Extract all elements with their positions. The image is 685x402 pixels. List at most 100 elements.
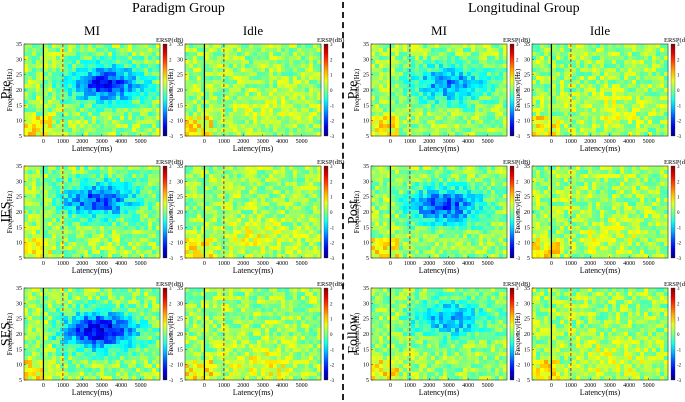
heatmap-cell xyxy=(305,56,310,61)
heatmap-cell xyxy=(213,132,218,137)
heatmap-cell xyxy=(193,92,198,97)
heatmap-cell xyxy=(84,190,89,195)
heatmap-cell xyxy=(24,198,29,203)
heatmap-cell xyxy=(140,344,145,349)
heatmap-cell xyxy=(237,124,242,129)
heatmap-cell xyxy=(253,84,258,89)
heatmap-cell xyxy=(64,64,69,69)
heatmap-cell xyxy=(387,48,392,53)
heatmap-cell xyxy=(285,230,290,235)
heatmap-cell xyxy=(68,72,73,77)
heatmap-cell xyxy=(261,190,266,195)
heatmap-cell xyxy=(205,364,210,369)
heatmap-cell xyxy=(60,88,65,93)
heatmap-cell xyxy=(197,52,202,57)
heatmap-cell xyxy=(88,238,93,243)
heatmap-cell xyxy=(277,222,282,227)
heatmap-cell xyxy=(92,348,97,353)
heatmap-cell xyxy=(261,250,266,255)
heatmap-cell xyxy=(229,328,234,333)
heatmap-cell xyxy=(253,332,258,337)
heatmap-cell xyxy=(309,190,314,195)
heatmap-cell xyxy=(313,304,318,309)
heatmap-cell xyxy=(24,52,29,57)
heatmap-cell xyxy=(92,292,97,297)
heatmap-cell xyxy=(289,218,294,223)
heatmap-cell xyxy=(293,250,298,255)
heatmap-cell xyxy=(205,324,210,329)
heatmap-cell xyxy=(305,348,310,353)
heatmap-cell xyxy=(269,72,274,77)
heatmap-cell xyxy=(273,88,278,93)
heatmap-cell xyxy=(281,368,286,373)
heatmap-cell xyxy=(32,368,37,373)
heatmap-cell xyxy=(281,300,286,305)
heatmap-cell xyxy=(317,170,322,175)
heatmap-cell xyxy=(217,344,222,349)
heatmap-cell xyxy=(209,340,214,345)
heatmap-cell xyxy=(253,308,258,313)
heatmap-cell xyxy=(249,376,254,381)
heatmap-cell xyxy=(185,312,190,317)
heatmap-cell xyxy=(209,328,214,333)
heatmap-cell xyxy=(309,308,314,313)
heatmap-cell xyxy=(305,218,310,223)
heatmap-cell xyxy=(28,124,33,129)
heatmap-cell xyxy=(92,226,97,231)
heatmap-cell xyxy=(112,368,117,373)
heatmap-cell xyxy=(309,324,314,329)
heatmap-cell xyxy=(313,206,318,211)
heatmap-cell xyxy=(76,128,81,133)
heatmap-cell xyxy=(313,64,318,69)
heatmap-cell xyxy=(32,202,37,207)
heatmap-cell xyxy=(297,340,302,345)
heatmap-cell xyxy=(301,56,306,61)
heatmap-cell xyxy=(233,174,238,179)
heatmap-cell xyxy=(64,76,69,81)
heatmap-cell xyxy=(40,84,45,89)
heatmap-cell xyxy=(309,96,314,101)
heatmap-cell xyxy=(197,296,202,301)
heatmap-cell xyxy=(100,174,105,179)
heatmap-cell xyxy=(152,222,157,227)
heatmap-cell xyxy=(88,178,93,183)
heatmap-cell xyxy=(201,166,206,171)
heatmap-cell xyxy=(257,92,262,97)
heatmap-cell xyxy=(197,132,202,137)
heatmap-cell xyxy=(309,124,314,129)
heatmap-cell xyxy=(293,238,298,243)
heatmap-cell xyxy=(68,336,73,341)
heatmap-cell xyxy=(88,292,93,297)
heatmap-cell xyxy=(253,360,258,365)
heatmap-cell xyxy=(205,44,210,49)
heatmap-cell xyxy=(201,128,206,133)
heatmap-cell xyxy=(249,88,254,93)
heatmap-cell xyxy=(293,60,298,65)
heatmap-cell xyxy=(241,100,246,105)
heatmap-cell xyxy=(104,308,109,313)
heatmap-cell xyxy=(225,238,230,243)
heatmap-cell xyxy=(285,72,290,77)
heatmap-cell xyxy=(84,92,89,97)
heatmap-cell xyxy=(205,226,210,231)
heatmap-cell xyxy=(221,242,226,247)
heatmap-cell xyxy=(72,206,77,211)
heatmap-cell xyxy=(48,226,53,231)
heatmap-cell xyxy=(124,186,129,191)
heatmap-cell xyxy=(273,340,278,345)
heatmap-cell xyxy=(104,336,109,341)
heatmap-cell xyxy=(152,128,157,133)
heatmap-cell xyxy=(44,206,49,211)
heatmap-cell xyxy=(205,198,210,203)
heatmap-cell xyxy=(128,226,133,231)
heatmap-cell xyxy=(317,128,322,133)
heatmap-cell xyxy=(136,242,141,247)
heatmap-cell xyxy=(317,222,322,227)
heatmap-cell xyxy=(128,182,133,187)
heatmap-cell xyxy=(72,324,77,329)
heatmap-cell xyxy=(309,56,314,61)
heatmap-cell xyxy=(281,226,286,231)
heatmap-cell xyxy=(209,190,214,195)
heatmap-cell xyxy=(285,234,290,239)
